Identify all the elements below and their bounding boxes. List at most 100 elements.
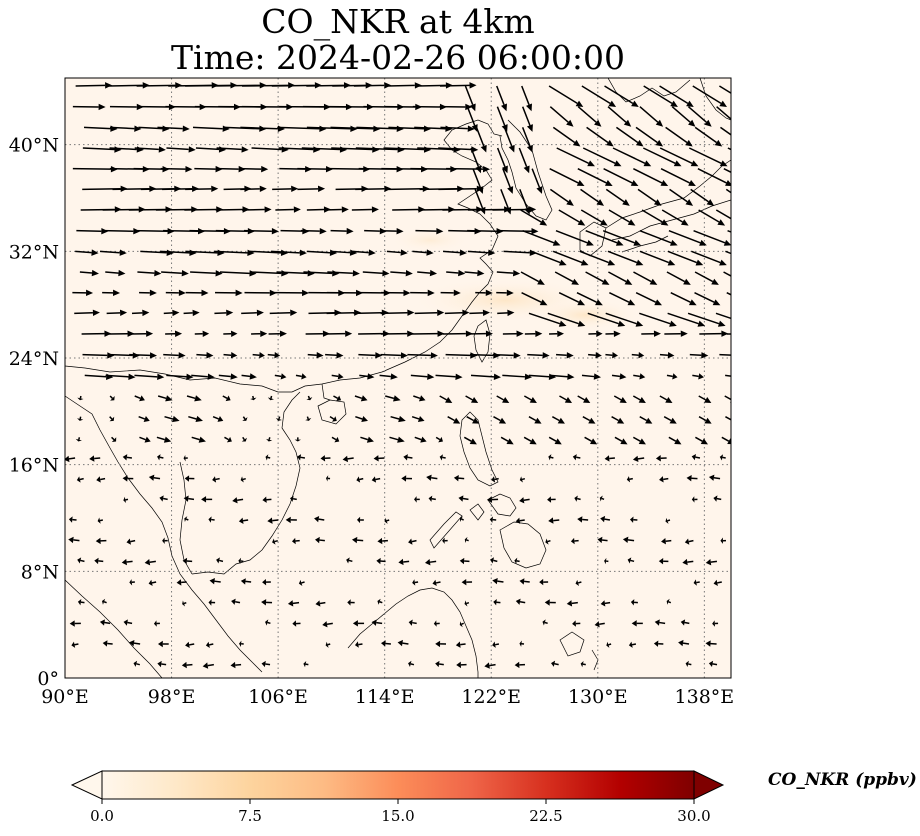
wind-arrow xyxy=(723,167,731,174)
wind-arrow xyxy=(574,495,581,502)
map-frame xyxy=(64,77,732,679)
wind-arrow xyxy=(185,289,209,297)
lon-tick-label: 122°E xyxy=(461,686,521,708)
wind-arrow xyxy=(185,185,219,193)
wind-arrow xyxy=(503,127,515,153)
wind-arrow xyxy=(459,621,465,628)
wind-arrow xyxy=(306,395,313,401)
wind-arrow xyxy=(99,619,111,626)
wind-arrow xyxy=(379,373,398,380)
wind-arrow xyxy=(519,476,526,483)
wind-arrow xyxy=(659,395,673,403)
wind-arrow xyxy=(554,271,580,285)
wind-arrow xyxy=(497,309,515,317)
colorbar: 0.0 7.5 15.0 22.5 30.0 xyxy=(70,770,725,825)
wind-arrow xyxy=(549,167,585,187)
wind-arrow xyxy=(721,436,731,445)
wind-arrow xyxy=(95,537,107,545)
wind-arrow xyxy=(440,289,461,297)
wind-arrow xyxy=(605,352,619,359)
wind-arrow xyxy=(720,126,731,136)
wind-arrow xyxy=(559,395,573,403)
colorbar-label: CO_NKR (ppbv) xyxy=(768,770,917,790)
colorbar-extend-min xyxy=(70,770,103,800)
wind-arrow xyxy=(629,516,638,523)
wind-arrow xyxy=(413,395,426,402)
wind-arrow xyxy=(655,455,667,462)
wind-arrow xyxy=(531,168,543,194)
wind-arrow xyxy=(105,373,136,381)
wind-arrow xyxy=(129,352,157,359)
wind-arrow xyxy=(549,188,574,206)
wind-arrow xyxy=(352,620,365,627)
wind-arrow xyxy=(528,312,567,327)
wind-arrow xyxy=(632,395,646,403)
wind-arrow xyxy=(659,352,675,359)
wind-arrow xyxy=(556,147,595,167)
wind-arrow xyxy=(453,474,465,482)
wind-arrow xyxy=(607,106,632,127)
wind-arrow xyxy=(611,373,627,380)
wind-arrow xyxy=(464,536,469,543)
wind-arrow xyxy=(547,496,556,503)
wind-arrow xyxy=(514,661,526,669)
wind-arrow xyxy=(577,516,589,523)
wind-arrow xyxy=(603,167,639,187)
wind-arrow xyxy=(605,312,644,327)
wind-arrow xyxy=(191,436,206,443)
wind-arrow xyxy=(69,620,81,627)
wind-arrow xyxy=(275,416,282,421)
wind-arrow xyxy=(725,250,731,255)
wind-arrow xyxy=(719,353,731,356)
chart-title: CO_NKR at 4km Time: 2024-02-26 06:00:00 xyxy=(65,4,731,76)
wind-arrow xyxy=(666,271,691,285)
wind-arrow xyxy=(699,330,729,337)
wind-arrow xyxy=(156,436,172,443)
wind-arrow xyxy=(727,147,731,151)
wind-arrow xyxy=(609,291,636,306)
wind-arrow xyxy=(315,600,326,607)
wind-arrow xyxy=(641,330,661,337)
wind-arrow xyxy=(514,557,520,564)
wind-arrow xyxy=(548,517,560,524)
wind-arrow xyxy=(493,599,501,606)
colorbar-tick-label: 15.0 xyxy=(381,807,414,825)
lon-tick-label: 106°E xyxy=(248,686,308,708)
wind-arrow xyxy=(608,209,636,226)
wind-arrow xyxy=(75,437,82,442)
wind-arrow xyxy=(411,330,445,337)
wind-arrow xyxy=(188,415,203,423)
wind-arrow xyxy=(455,641,466,648)
wind-arrow xyxy=(444,309,470,316)
wind-arrow xyxy=(346,557,353,564)
wind-arrow xyxy=(694,291,721,306)
wind-arrow xyxy=(464,600,470,607)
wind-arrow xyxy=(352,249,376,256)
wind-arrow xyxy=(358,352,383,359)
wind-arrow xyxy=(157,660,167,668)
wind-arrow xyxy=(723,271,731,277)
lon-tick-label: 90°E xyxy=(41,686,89,708)
wind-arrow xyxy=(519,578,530,585)
wind-arrow xyxy=(433,620,440,627)
wind-arrow xyxy=(496,147,508,174)
wind-arrow xyxy=(663,416,677,424)
wind-arrow xyxy=(551,660,559,667)
wind-arrow xyxy=(643,85,678,107)
wind-arrow xyxy=(611,416,625,424)
wind-arrow xyxy=(244,289,277,297)
wind-arrow xyxy=(102,640,113,647)
wind-arrow xyxy=(600,515,611,523)
wind-arrow xyxy=(658,558,669,565)
wind-arrow xyxy=(691,496,698,503)
wind-arrow xyxy=(105,269,126,277)
wind-arrow xyxy=(626,476,633,483)
wind-arrow xyxy=(75,82,113,89)
wind-arrow xyxy=(223,330,238,337)
wind-arrow xyxy=(79,269,99,277)
wind-arrow xyxy=(548,85,584,107)
lon-tick-label: 98°E xyxy=(148,686,196,708)
wind-arrow xyxy=(459,516,464,523)
wind-arrow xyxy=(587,312,626,327)
wind-arrow xyxy=(267,395,274,401)
